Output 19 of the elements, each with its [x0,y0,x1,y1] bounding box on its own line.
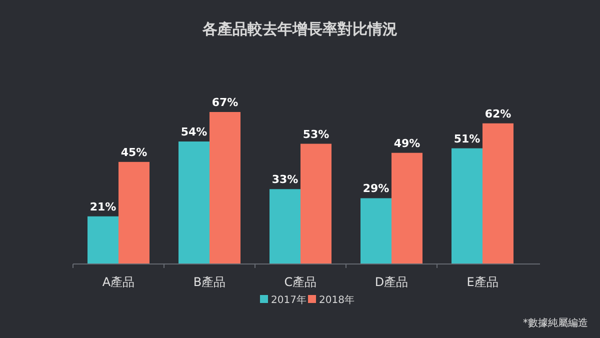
legend-label: 2018年 [319,294,354,306]
x-tick-label: B產品 [193,275,226,289]
data-label: 67% [212,96,238,109]
data-label: 33% [272,173,298,186]
data-label: 53% [302,128,330,141]
data-label: 21% [90,200,116,214]
data-label: 29% [362,182,390,196]
title: 各產品較去年增長率對比情況 [202,20,398,38]
annotation: *數據純屬編造 [523,318,588,329]
x-tick-label: E產品 [466,275,498,289]
data-label: 62% [484,107,512,120]
x-tick-label: C產品 [284,275,317,289]
data-label: 49% [394,136,420,150]
x-tick-label: A產品 [102,275,135,289]
data-label: 54% [180,125,208,138]
legend-label: 2017年 [271,294,306,306]
data-label: 45% [120,146,148,159]
data-label: 51% [454,132,480,146]
x-tick-label: D產品 [374,275,408,289]
